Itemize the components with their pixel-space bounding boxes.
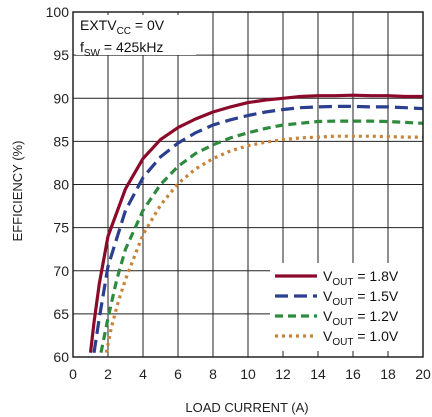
- x-tick-label-2: 4: [139, 366, 147, 382]
- plot-frame: [72, 11, 424, 358]
- x-tick-label-1: 2: [104, 366, 112, 382]
- x-tick-label-7: 14: [310, 366, 326, 382]
- x-tick-label-9: 18: [380, 366, 396, 382]
- legend-label-0: VOUT = 1.8V: [323, 268, 399, 288]
- x-tick-label-3: 6: [174, 366, 182, 382]
- series-line-0: [88, 93, 423, 353]
- x-tick-label-10: 20: [415, 366, 431, 382]
- x-tick-label-8: 16: [345, 366, 361, 382]
- legend-label-3: VOUT = 1.0V: [323, 328, 399, 348]
- x-tick-label-5: 10: [240, 366, 256, 382]
- annotation-1: fSW = 425kHz: [80, 39, 163, 59]
- x-axis-label: LOAD CURRENT (A): [185, 400, 308, 415]
- y-tick-label-3: 75: [53, 220, 69, 236]
- legend-box: [270, 263, 423, 351]
- y-tick-label-0: 60: [53, 349, 69, 365]
- y-tick-label-7: 95: [53, 47, 69, 63]
- x-tick-label-6: 12: [275, 366, 291, 382]
- x-tick-label-0: 0: [69, 366, 77, 382]
- y-tick-label-8: 100: [46, 4, 70, 20]
- y-tick-label-4: 80: [53, 177, 69, 193]
- y-tick-label-2: 70: [53, 263, 69, 279]
- legend-label-2: VOUT = 1.2V: [323, 308, 399, 328]
- y-tick-label-6: 90: [53, 90, 69, 106]
- annotation-box: [76, 15, 196, 55]
- series-layer: [88, 93, 424, 354]
- series-line-3: [104, 134, 423, 354]
- annotation-0: EXTVCC = 0V: [80, 17, 165, 37]
- y-tick-label-5: 85: [53, 133, 69, 149]
- series-line-2: [99, 119, 424, 354]
- legend-label-1: VOUT = 1.5V: [323, 288, 399, 308]
- series-line-1: [92, 104, 424, 353]
- y-tick-label-1: 65: [53, 306, 69, 322]
- tick-labels: 0 2 4 6 8 10 12 14 16 18 20 60 65 70 75 80 85 90 95 100: [46, 4, 431, 382]
- x-tick-label-4: 8: [209, 366, 217, 382]
- y-axis-label: EFFICIENCY (%): [10, 141, 25, 242]
